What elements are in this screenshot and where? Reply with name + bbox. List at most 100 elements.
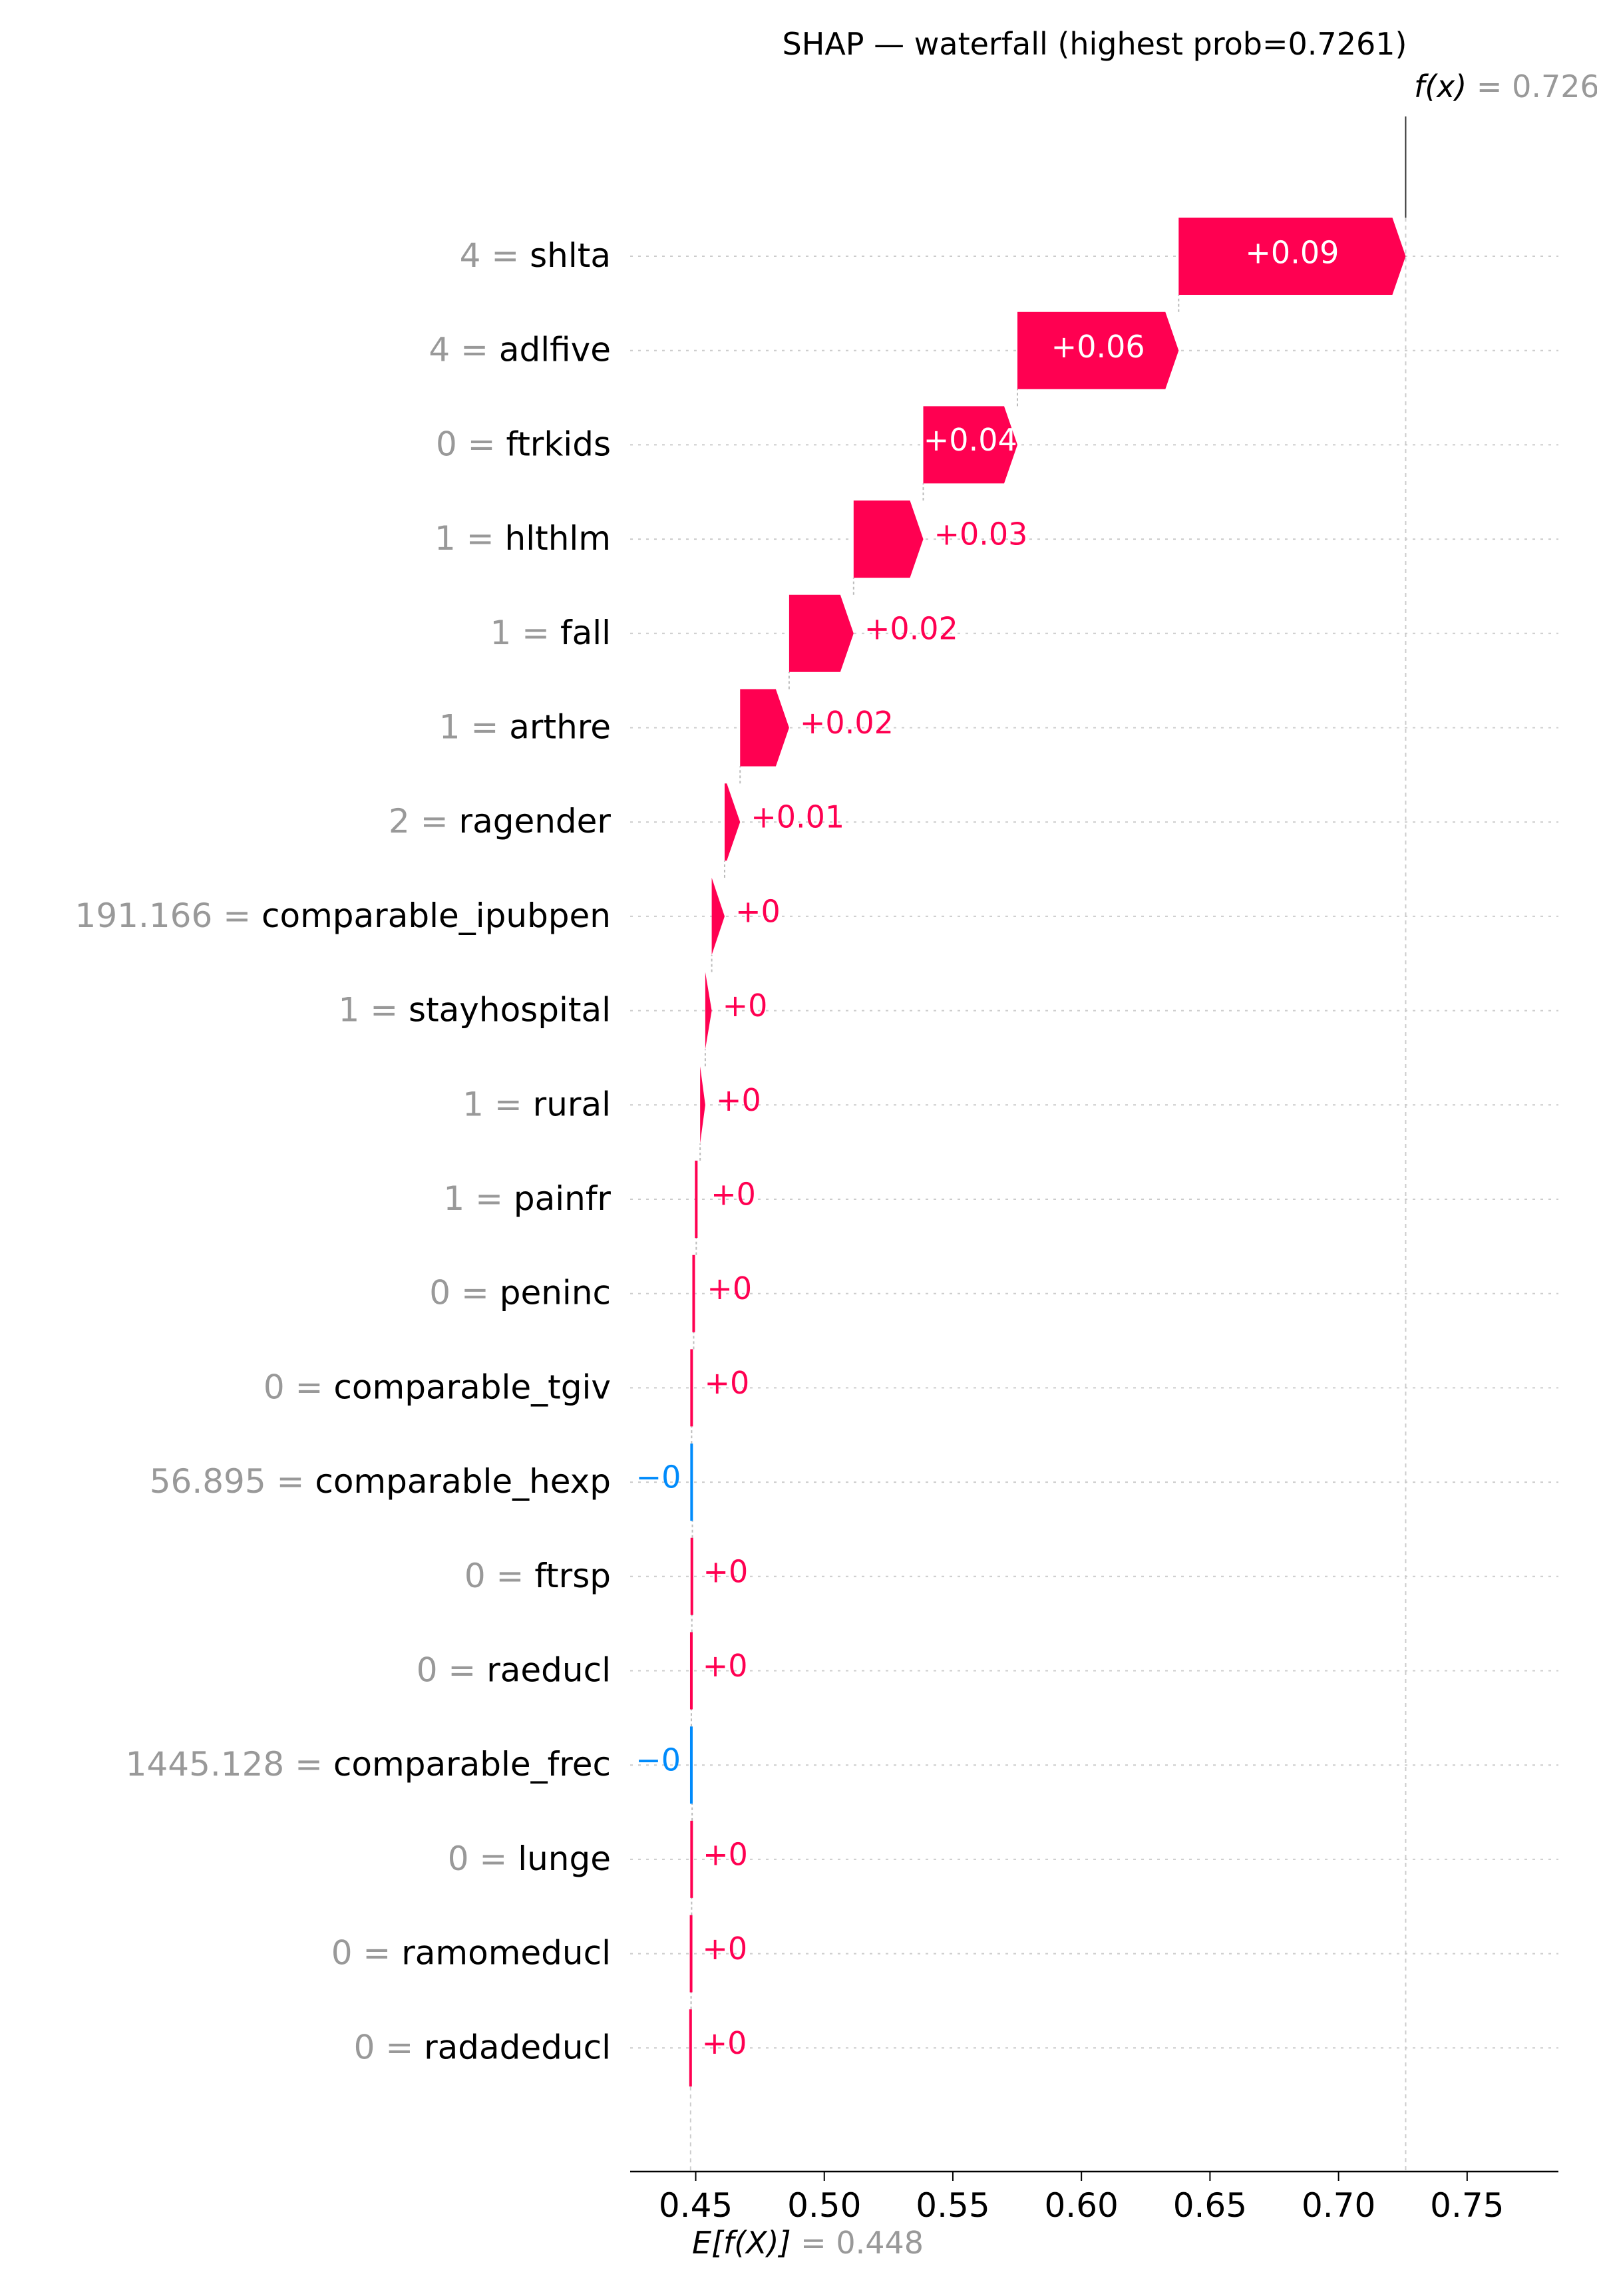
bar-shlta bbox=[1178, 218, 1406, 295]
fx-value: = 0.726 bbox=[1467, 69, 1597, 104]
feature-name: stayhospital bbox=[409, 990, 611, 1029]
chart-title: SHAP — waterfall (highest prob=0.7261) bbox=[783, 26, 1407, 62]
feature-label-comparable_frec: 1445.128 = comparable_frec bbox=[126, 1745, 611, 1784]
bar-value-label: +0 bbox=[703, 1553, 749, 1589]
feature-label-stayhospital: 1 = stayhospital bbox=[339, 990, 611, 1029]
feature-label-comparable_tgiv: 0 = comparable_tgiv bbox=[264, 1368, 611, 1406]
feature-name: ramomeducl bbox=[401, 1933, 611, 1972]
bar-ramomeducl bbox=[689, 1915, 693, 1993]
feature-label-comparable_hexp: 56.895 = comparable_hexp bbox=[150, 1462, 611, 1501]
feature-value: 56.895 = bbox=[150, 1462, 315, 1501]
bar-comparable_ipubpen bbox=[711, 877, 725, 955]
feature-label-raeducl: 0 = raeducl bbox=[417, 1650, 611, 1689]
feature-value: 2 = bbox=[389, 802, 459, 841]
bar-ragender bbox=[724, 783, 741, 861]
feature-value: 1 = bbox=[462, 1085, 533, 1123]
feature-label-shlta: 4 = shlta bbox=[460, 236, 611, 275]
fx-symbol: f(x) bbox=[1414, 69, 1467, 104]
bar-rural bbox=[700, 1066, 705, 1144]
feature-name: rural bbox=[533, 1085, 611, 1123]
feature-name: ftrsp bbox=[534, 1556, 611, 1595]
bar-value-label: +0.04 bbox=[924, 422, 1017, 458]
ex-label: E[f(X)] = 0.448 bbox=[692, 2225, 924, 2261]
feature-name: shlta bbox=[530, 236, 611, 275]
bar-value-label: +0.01 bbox=[751, 799, 844, 835]
bar-arthre bbox=[740, 689, 789, 767]
feature-name: comparable_ipubpen bbox=[262, 896, 611, 934]
feature-value: 0 = bbox=[264, 1368, 334, 1406]
bar-painfr bbox=[695, 1161, 698, 1238]
bar-comparable_hexp bbox=[690, 1443, 693, 1521]
bar-peninc bbox=[692, 1254, 695, 1332]
feature-value: 0 = bbox=[331, 1933, 402, 1972]
x-tick-label: 0.65 bbox=[1173, 2186, 1247, 2225]
x-tick-label: 0.70 bbox=[1302, 2186, 1375, 2225]
bar-value-label: +0 bbox=[704, 1365, 749, 1401]
feature-value: 0 = bbox=[436, 425, 506, 463]
feature-label-peninc: 0 = peninc bbox=[429, 1273, 611, 1312]
ex-value: = 0.448 bbox=[791, 2225, 924, 2261]
bar-comparable_frec bbox=[689, 1726, 693, 1804]
feature-label-arthre: 1 = arthre bbox=[439, 707, 611, 746]
feature-label-ftrkids: 0 = ftrkids bbox=[436, 425, 611, 463]
bar-hlthlm bbox=[853, 500, 924, 578]
feature-label-rural: 1 = rural bbox=[462, 1085, 611, 1123]
bar-value-label: +0.02 bbox=[800, 705, 894, 741]
feature-name: arthre bbox=[509, 707, 611, 746]
feature-value: 1 = bbox=[439, 707, 510, 746]
x-tick-label: 0.60 bbox=[1045, 2186, 1119, 2225]
bar-fall bbox=[789, 594, 854, 672]
bar-value-label: +0 bbox=[735, 893, 781, 929]
feature-value: 4 = bbox=[460, 236, 530, 275]
feature-label-lunge: 0 = lunge bbox=[448, 1839, 611, 1877]
ex-symbol: E[f(X)] bbox=[692, 2225, 791, 2261]
bar-value-label: +0.03 bbox=[934, 516, 1027, 552]
bars: +0.09 +0.06 +0.04 +0.03 +0.02 +0.02 +0.01 +0 +0 +… bbox=[635, 218, 1406, 2087]
feature-value: 0 = bbox=[417, 1650, 487, 1689]
feature-name: peninc bbox=[500, 1273, 611, 1312]
x-tick-label: 0.75 bbox=[1430, 2186, 1504, 2225]
feature-name: adlfive bbox=[499, 330, 611, 369]
bar-value-label: +0 bbox=[703, 1836, 748, 1872]
feature-value: 191.166 = bbox=[75, 896, 262, 934]
feature-value: 1445.128 = bbox=[126, 1745, 333, 1784]
feature-value: 1 = bbox=[443, 1179, 514, 1218]
bar-comparable_tgiv bbox=[690, 1349, 693, 1427]
feature-label-comparable_ipubpen: 191.166 = comparable_ipubpen bbox=[75, 896, 611, 934]
feature-value: 0 = bbox=[354, 2028, 425, 2066]
feature-value: 1 = bbox=[435, 519, 505, 558]
feature-name: radadeducl bbox=[424, 2028, 611, 2066]
x-axis: 0.45 0.50 0.55 0.60 0.65 0.70 0.75 bbox=[630, 2170, 1558, 2225]
feature-value: 0 = bbox=[448, 1839, 518, 1877]
gridlines bbox=[630, 116, 1558, 2172]
bar-value-label: +0 bbox=[711, 1177, 756, 1213]
bar-value-label: +0.02 bbox=[864, 610, 958, 646]
bar-value-label: +0 bbox=[703, 1648, 748, 1684]
feature-value: 0 = bbox=[429, 1273, 500, 1312]
bar-radadeducl bbox=[689, 2009, 692, 2087]
fx-label: f(x) = 0.726 bbox=[1414, 69, 1597, 104]
feature-name: comparable_hexp bbox=[315, 1462, 611, 1501]
feature-label-ragender: 2 = ragender bbox=[389, 802, 611, 841]
bar-ftrsp bbox=[690, 1537, 693, 1615]
feature-value: 0 = bbox=[464, 1556, 535, 1595]
bar-adlfive bbox=[1017, 311, 1179, 389]
feature-name: ftrkids bbox=[506, 425, 611, 463]
bar-value-label: +0 bbox=[723, 988, 768, 1024]
feature-label-hlthlm: 1 = hlthlm bbox=[435, 519, 611, 558]
bar-value-label: +0 bbox=[707, 1270, 752, 1306]
x-tick-label: 0.55 bbox=[916, 2186, 989, 2225]
feature-value: 1 = bbox=[339, 990, 409, 1029]
bar-value-label: +0 bbox=[702, 1931, 747, 1967]
feature-value: 4 = bbox=[429, 330, 499, 369]
feature-name: lunge bbox=[518, 1839, 611, 1877]
feature-label-painfr: 1 = painfr bbox=[443, 1179, 611, 1218]
feature-name: ragender bbox=[459, 802, 612, 841]
bar-stayhospital bbox=[705, 972, 712, 1050]
feature-name: painfr bbox=[514, 1179, 612, 1218]
x-tick-label: 0.45 bbox=[659, 2186, 733, 2225]
bar-value-label: +0 bbox=[702, 2025, 747, 2061]
bar-value-label: +0.09 bbox=[1245, 235, 1339, 271]
